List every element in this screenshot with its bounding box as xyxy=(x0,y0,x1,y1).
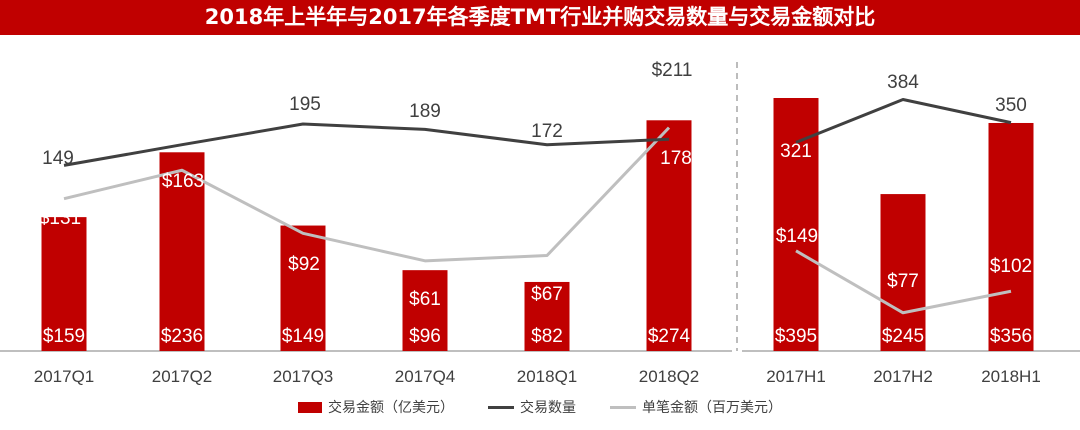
x-tick-label: 2017H1 xyxy=(766,367,826,386)
legend-label-count: 交易数量 xyxy=(520,400,576,416)
bar-value-label: $356 xyxy=(990,326,1032,347)
x-tick-label: 2017H2 xyxy=(873,367,933,386)
average-amount-label: $92 xyxy=(288,254,320,275)
bar-value-label: $149 xyxy=(282,326,324,347)
legend-item-count: 交易数量 xyxy=(488,397,576,417)
bar xyxy=(988,122,1034,352)
bar-value-label: $159 xyxy=(43,326,85,347)
legend-label-average: 单笔金额（百万美元） xyxy=(642,400,782,416)
deal-count-label: 350 xyxy=(995,95,1027,116)
x-tick-label: 2017Q3 xyxy=(273,367,334,386)
chart-title: 2018年上半年与2017年各季度TMT行业并购交易数量与交易金额对比 xyxy=(0,0,1080,35)
bar-value-label: $395 xyxy=(775,326,817,347)
deal-count-label: 189 xyxy=(409,101,441,122)
bar xyxy=(280,225,326,351)
average-amount-label: $211 xyxy=(652,60,693,81)
bar xyxy=(524,281,570,351)
legend-swatch-amount xyxy=(298,401,322,413)
deal-count-label: 195 xyxy=(289,94,321,115)
bar xyxy=(159,152,205,351)
average-amount-label: $61 xyxy=(409,289,441,310)
bar-value-label: $96 xyxy=(409,326,441,347)
x-tick-label: 2018H1 xyxy=(981,367,1041,386)
average-amount-label: $149 xyxy=(776,226,818,247)
bar xyxy=(41,217,87,351)
deal-count-line xyxy=(63,122,670,167)
bar-value-label: $82 xyxy=(531,326,563,347)
legend-item-amount: 交易金额（亿美元） xyxy=(298,397,454,417)
deal-count-label: 178 xyxy=(660,148,692,169)
average-amount-line xyxy=(795,249,1012,315)
average-amount-label: $77 xyxy=(887,271,919,292)
x-tick-label: 2018Q2 xyxy=(639,367,700,386)
deal-count-label: 384 xyxy=(887,72,919,93)
x-tick-label: 2017Q2 xyxy=(152,367,213,386)
deal-count-label: 321 xyxy=(780,141,812,162)
bar-value-label: $274 xyxy=(648,326,691,347)
deal-count-label: 149 xyxy=(42,148,74,169)
average-amount-label: $163 xyxy=(162,171,204,192)
bar xyxy=(402,270,448,351)
bar-value-label: $236 xyxy=(161,326,203,347)
average-amount-line xyxy=(63,126,671,263)
deal-count-label: 172 xyxy=(166,120,198,141)
bar xyxy=(880,194,926,351)
average-amount-label: $67 xyxy=(531,284,563,305)
bar xyxy=(646,120,692,352)
chart-plot: $159 $236 $149 $96 $82 $274 $395 $245 $356 149 172… xyxy=(0,60,1080,386)
average-amount-label: $131 xyxy=(39,208,81,229)
legend-swatch-average xyxy=(610,405,636,409)
bar-value-label: $245 xyxy=(882,326,924,347)
deal-count-line xyxy=(795,97,1012,144)
x-tick-label: 2017Q1 xyxy=(34,367,95,386)
average-amount-label: $102 xyxy=(990,256,1032,277)
legend-item-average: 单笔金额（百万美元） xyxy=(610,397,782,417)
chart-legend: 交易金额（亿美元） 交易数量 单笔金额（百万美元） xyxy=(0,395,1080,419)
legend-label-amount: 交易金额（亿美元） xyxy=(328,400,454,416)
x-tick-label: 2018Q1 xyxy=(517,367,578,386)
x-tick-label: 2017Q4 xyxy=(395,367,456,386)
bar xyxy=(773,98,819,351)
deal-count-label: 172 xyxy=(531,121,563,142)
legend-swatch-count xyxy=(488,405,514,409)
